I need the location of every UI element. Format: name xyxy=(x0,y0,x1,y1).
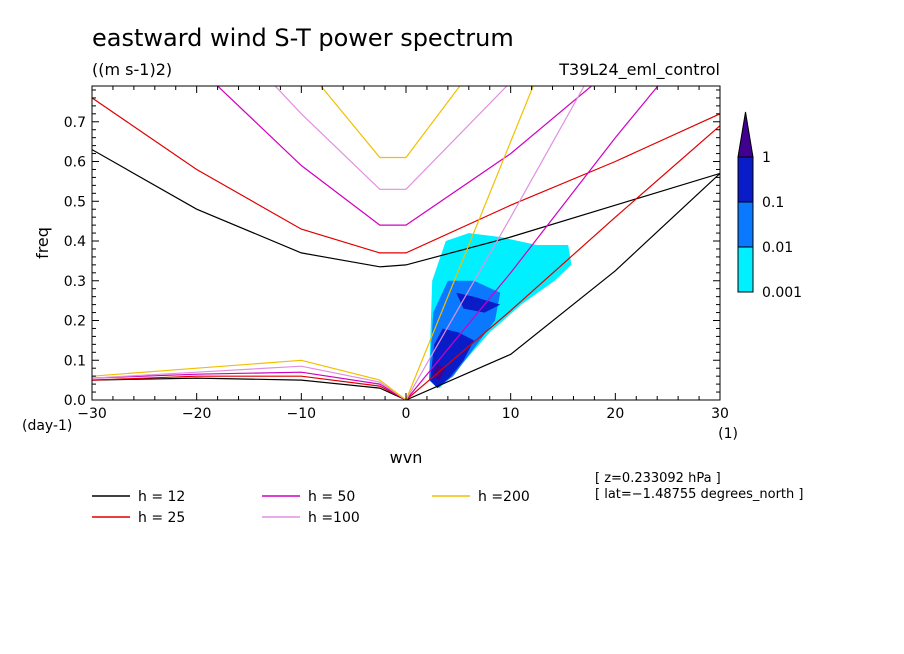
legend-label: h =200 xyxy=(478,489,530,505)
curve-upper-25 xyxy=(92,97,720,254)
y-tick-label: 0.1 xyxy=(64,353,86,369)
x-tick-label: −30 xyxy=(77,406,107,422)
curve-upper-200 xyxy=(320,86,461,159)
x-axis-label: wvn xyxy=(390,448,423,467)
curve-lower-100 xyxy=(92,86,585,400)
units-label: ((m s-1)2) xyxy=(92,60,172,79)
colorbar-segment xyxy=(737,156,754,203)
chart-title: eastward wind S-T power spectrum xyxy=(92,24,514,52)
colorbar-arrow xyxy=(737,111,754,158)
curve-lower-25 xyxy=(92,125,720,400)
legend-label: h = 12 xyxy=(138,489,185,505)
colorbar-segment xyxy=(737,246,754,293)
x-unit-label: (1) xyxy=(718,426,738,442)
x-tick-label: 10 xyxy=(502,406,520,422)
x-tick-label: −20 xyxy=(182,406,212,422)
colorbar-label: 0.01 xyxy=(762,240,793,256)
plot-area xyxy=(91,85,721,401)
latitude-annotation: [ lat=−1.48755 degrees_north ] xyxy=(595,487,803,502)
shade-level-0.1 xyxy=(456,292,501,313)
y-tick-label: 0.3 xyxy=(64,274,86,290)
power-shading xyxy=(429,233,572,389)
x-tick-label: 0 xyxy=(402,406,411,422)
legend-label: h =100 xyxy=(308,510,360,526)
curve-lower-200 xyxy=(92,86,534,400)
colorbar-label: 0.1 xyxy=(762,195,784,211)
legend: h = 12 h = 25 h = 50 h =100 h =200 xyxy=(92,489,530,526)
x-tick-label: 30 xyxy=(711,406,729,422)
curve-upper-100 xyxy=(274,86,508,190)
y-axis-label: freq xyxy=(33,227,52,259)
curve-upper-50 xyxy=(216,86,593,226)
y-tick-label: 0.2 xyxy=(64,314,86,330)
x-tick-label: −10 xyxy=(287,406,317,422)
x-tick-label: 20 xyxy=(606,406,624,422)
y-tick-label: 0.5 xyxy=(64,194,86,210)
y-tick-label: 0.6 xyxy=(64,155,86,171)
plot-frame xyxy=(91,85,721,401)
y-axis: 0.0 0.1 0.2 0.3 0.4 0.5 0.6 0.7 xyxy=(64,89,720,409)
y-unit-label: (day-1) xyxy=(22,418,72,434)
dispersion-curves xyxy=(92,86,720,400)
legend-label: h = 25 xyxy=(138,510,185,526)
y-tick-label: 0.0 xyxy=(64,393,86,409)
curve-upper-12 xyxy=(92,149,720,268)
colorbar-label: 0.001 xyxy=(762,285,802,301)
curve-lower-12 xyxy=(92,172,720,400)
y-tick-label: 0.4 xyxy=(64,234,86,250)
x-axis: −30 −20 −10 0 10 20 30 xyxy=(77,86,729,422)
legend-label: h = 50 xyxy=(308,489,355,505)
colorbar: 1 0.1 0.01 0.001 xyxy=(737,111,802,301)
z-level-annotation: [ z=0.233092 hPa ] xyxy=(595,471,721,486)
curve-lower-50 xyxy=(92,86,659,400)
colorbar-segment xyxy=(737,201,754,248)
y-tick-label: 0.7 xyxy=(64,115,86,131)
colorbar-label: 1 xyxy=(762,150,771,166)
experiment-label: T39L24_eml_control xyxy=(558,60,720,80)
